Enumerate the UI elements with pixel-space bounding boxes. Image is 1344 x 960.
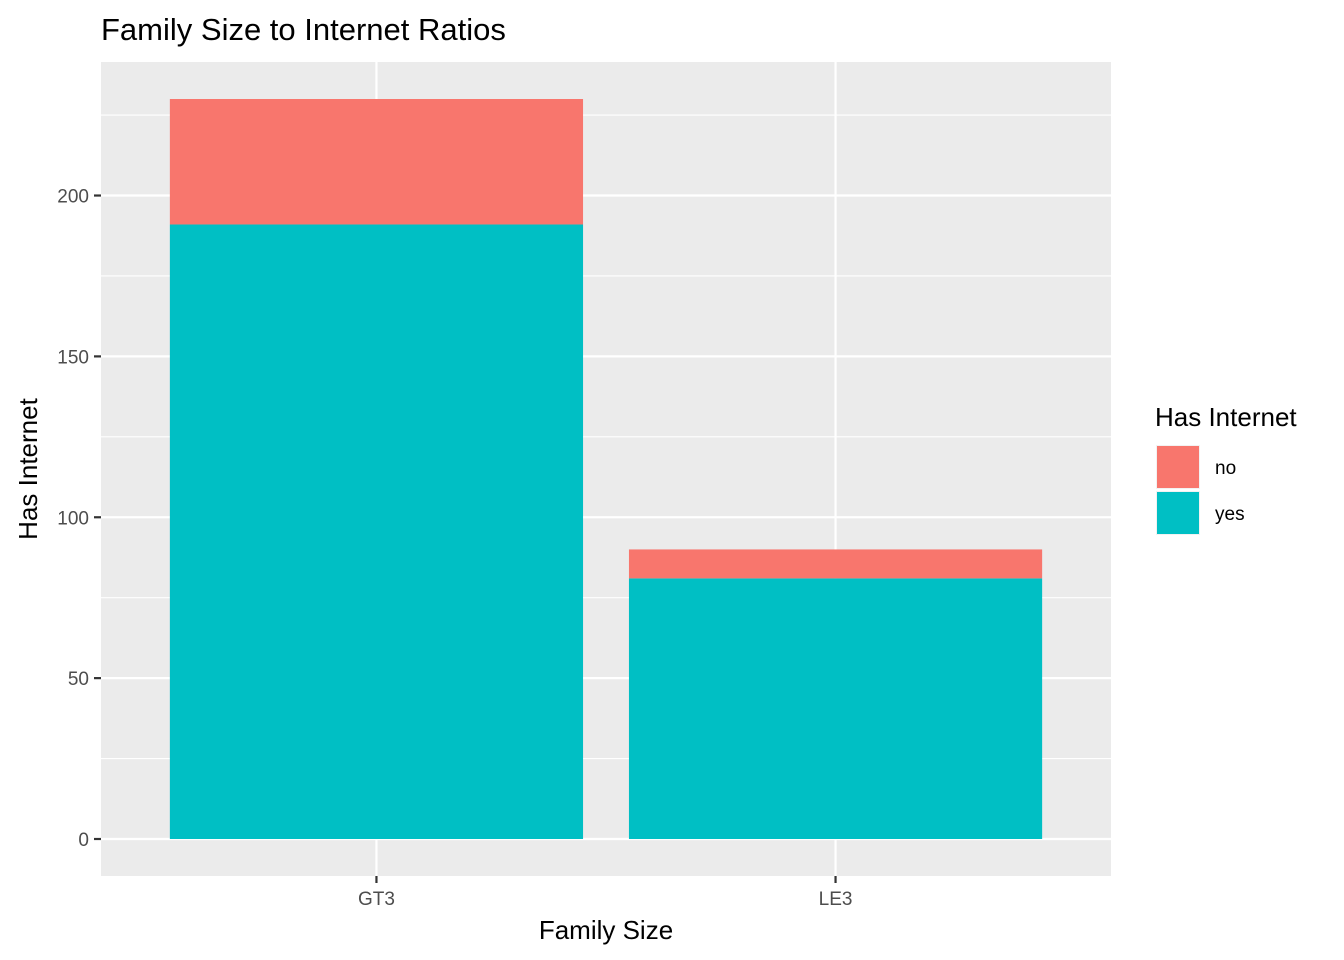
legend: Has Internet no yes bbox=[1155, 402, 1297, 535]
bar-GT3-yes bbox=[169, 224, 584, 839]
bars bbox=[169, 99, 1043, 839]
x-tick-label: LE3 bbox=[819, 889, 853, 910]
legend-swatch-no bbox=[1157, 446, 1199, 488]
legend-title: Has Internet bbox=[1155, 402, 1297, 432]
legend-swatch-yes bbox=[1157, 492, 1199, 534]
chart-title: Family Size to Internet Ratios bbox=[101, 12, 506, 47]
y-tick-label: 150 bbox=[57, 347, 89, 368]
bar-GT3-no bbox=[169, 99, 584, 225]
x-axis-title: Family Size bbox=[539, 915, 673, 945]
y-tick-label: 0 bbox=[78, 830, 89, 851]
y-tick-label: 100 bbox=[57, 508, 89, 529]
legend-label-no: no bbox=[1215, 458, 1236, 479]
y-axis-title: Has Internet bbox=[13, 397, 43, 539]
legend-label-yes: yes bbox=[1215, 504, 1245, 525]
y-axis: 0 50 100 150 200 bbox=[57, 187, 101, 851]
x-axis: GT3 LE3 bbox=[358, 876, 852, 910]
x-tick-label: GT3 bbox=[358, 889, 395, 910]
bar-LE3-yes bbox=[628, 578, 1043, 839]
y-tick-label: 200 bbox=[57, 187, 89, 208]
y-tick-label: 50 bbox=[68, 669, 89, 690]
bar-LE3-no bbox=[628, 549, 1043, 579]
